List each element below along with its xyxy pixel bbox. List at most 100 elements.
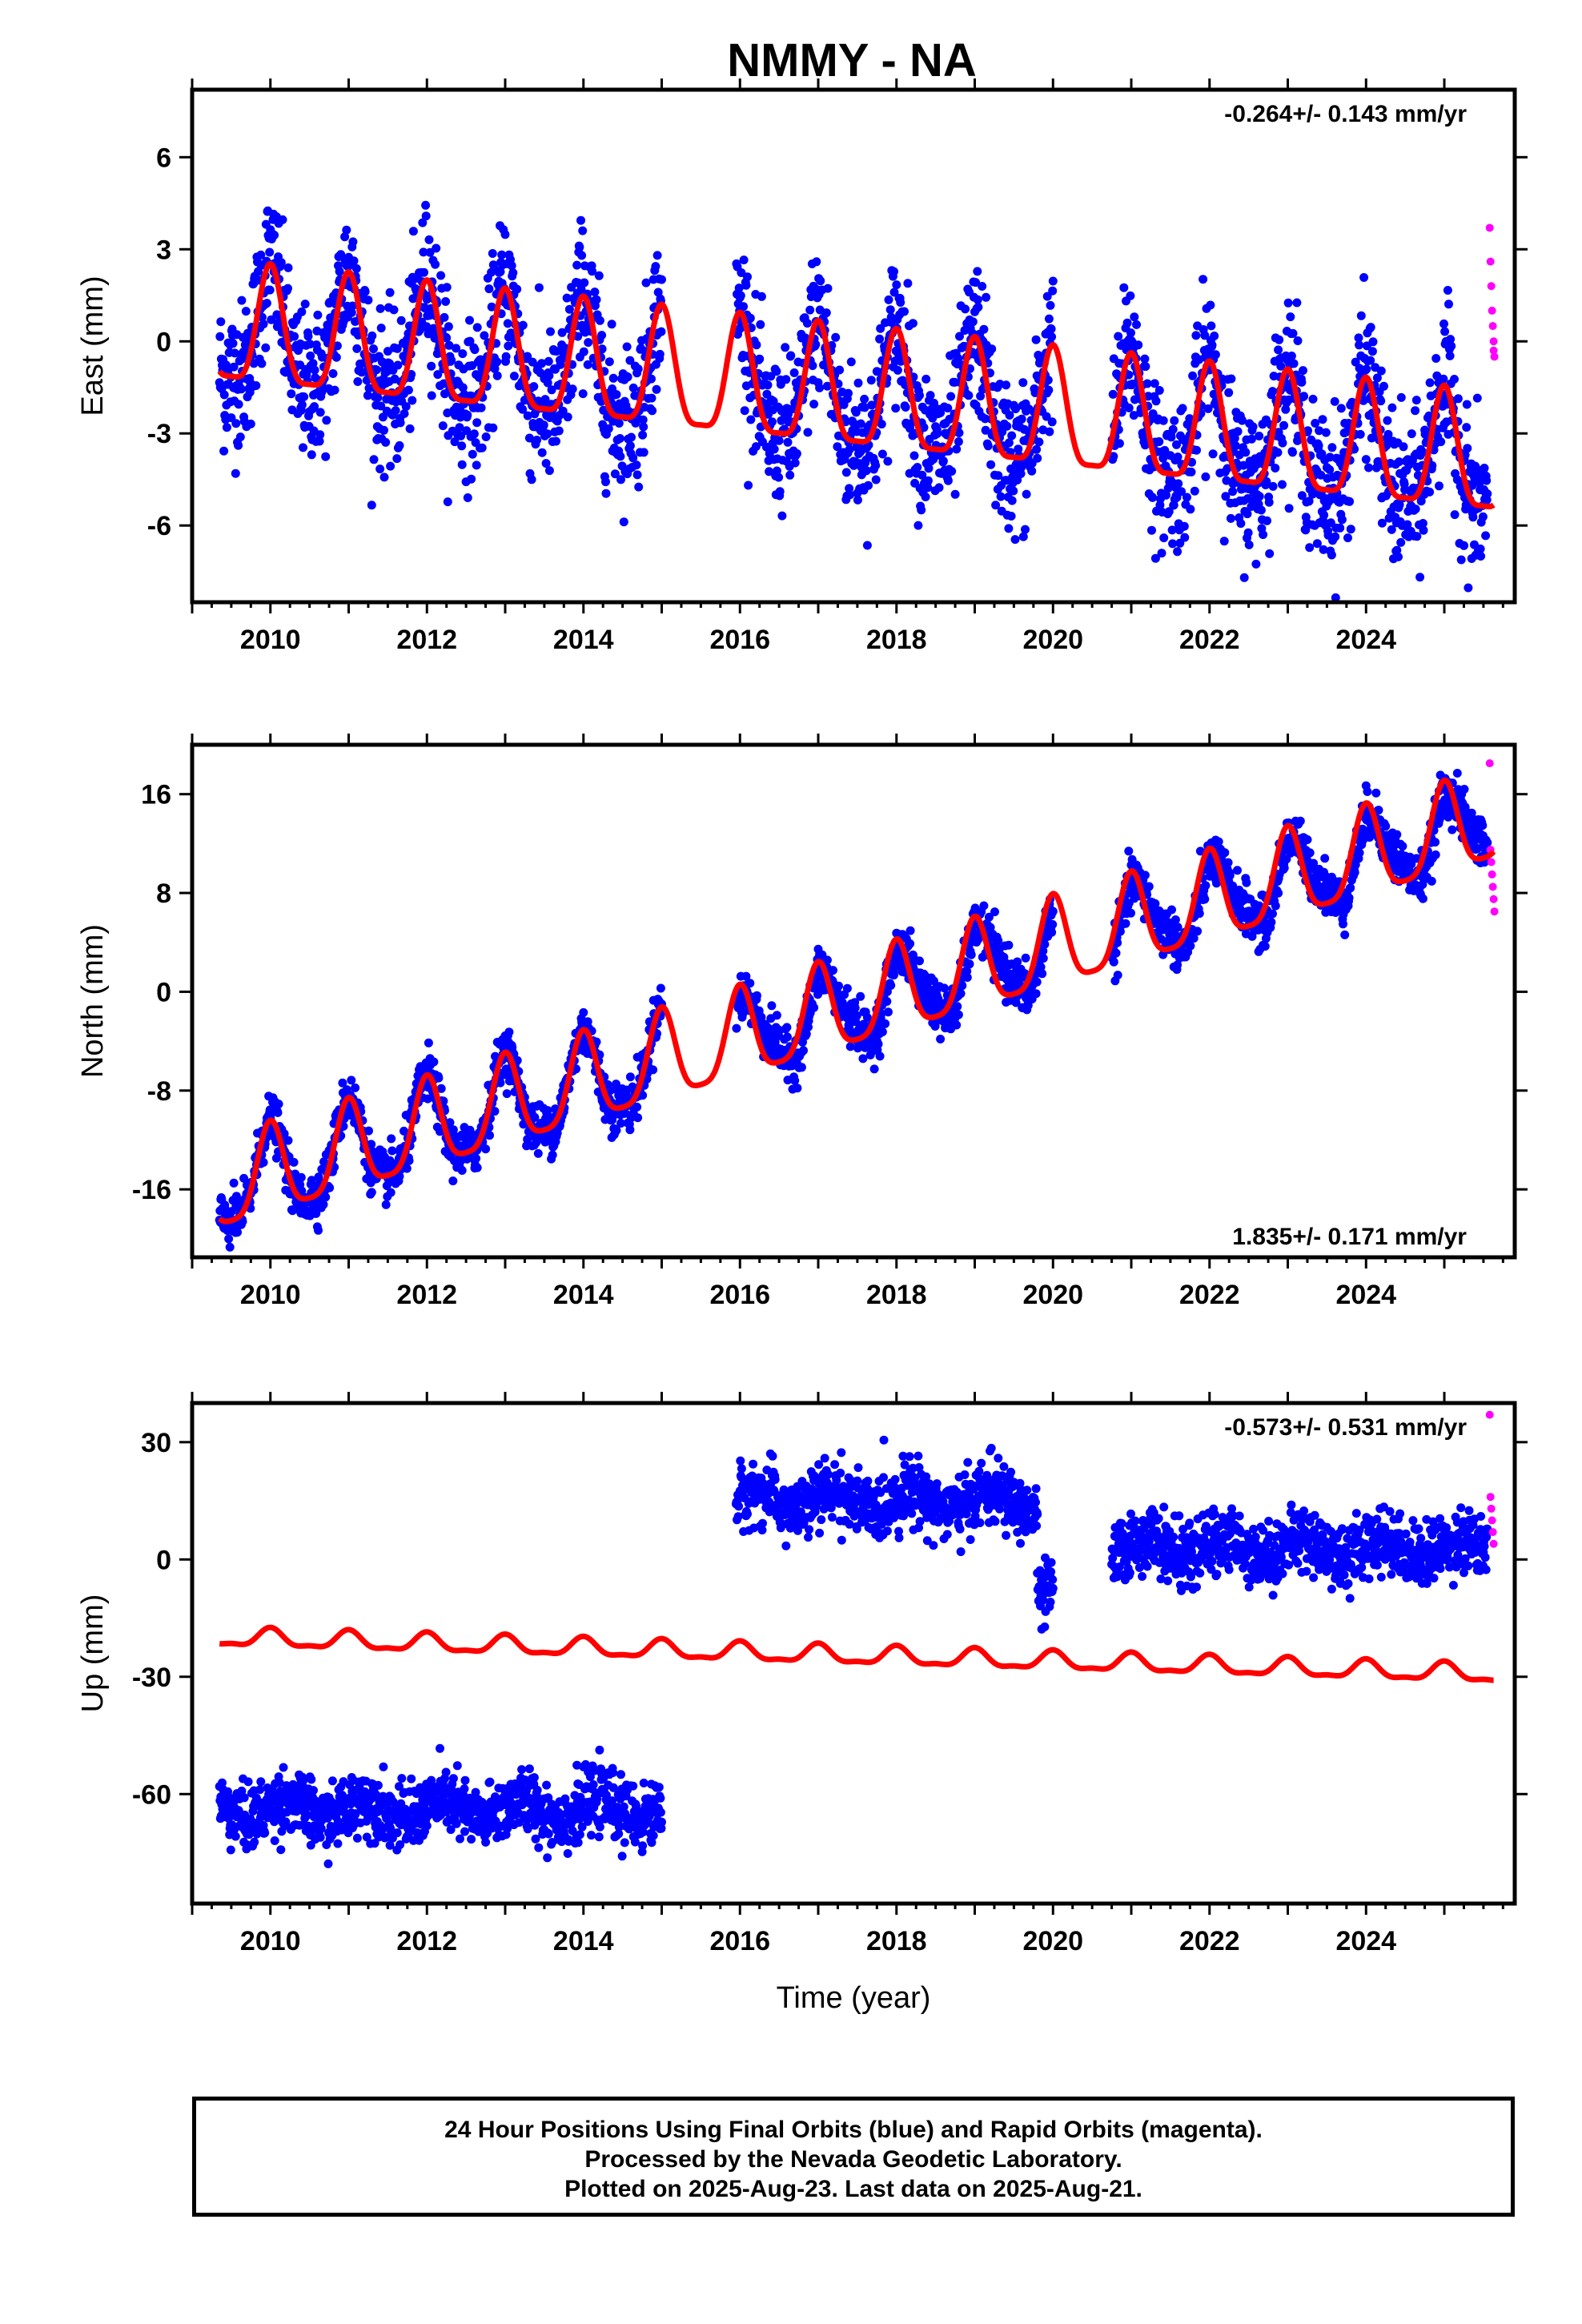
east-x-tick-label: 2010 [240, 625, 301, 655]
east-final-point [577, 251, 587, 260]
north-final-point [1201, 881, 1211, 891]
east-final-point [909, 451, 919, 460]
north-final-point [953, 1002, 962, 1011]
east-final-point [369, 344, 378, 354]
east-final-point [444, 322, 453, 332]
east-rapid-point [1489, 346, 1498, 355]
north-final-point [979, 901, 989, 911]
east-final-point [379, 472, 389, 482]
east-final-point [457, 441, 467, 451]
east-final-point [903, 279, 913, 288]
east-final-point [1289, 359, 1299, 368]
east-final-point [861, 466, 871, 476]
east-final-point [583, 360, 592, 369]
north-final-point [1242, 878, 1251, 887]
north-final-point [481, 1144, 491, 1154]
east-final-point [1366, 323, 1375, 332]
east-final-point [1046, 300, 1055, 310]
north-final-point [1144, 882, 1154, 891]
east-final-point [981, 425, 990, 435]
east-final-point [1047, 417, 1057, 427]
north-final-point [834, 981, 843, 991]
east-final-point [896, 298, 905, 308]
east-final-point [651, 262, 661, 271]
east-final-point [1268, 387, 1277, 396]
east-final-point [1463, 444, 1472, 453]
east-final-point [484, 284, 494, 294]
east-final-point [265, 247, 275, 257]
east-final-point [774, 472, 784, 482]
east-final-point [349, 256, 359, 266]
east-final-point [450, 437, 460, 447]
east-final-point [1005, 411, 1014, 420]
north-final-point [632, 1102, 642, 1112]
east-final-point [1343, 533, 1352, 543]
east-final-point [853, 378, 863, 388]
east-final-point [487, 302, 496, 312]
east-final-point [1427, 460, 1437, 470]
north-final-point [648, 1065, 658, 1075]
east-final-point [1367, 433, 1376, 443]
east-final-point [1481, 531, 1491, 541]
east-final-point [1327, 443, 1337, 452]
north-final-point [347, 1076, 356, 1085]
east-final-point [463, 410, 472, 420]
north-final-point [229, 1178, 239, 1188]
east-final-point [215, 332, 225, 341]
east-final-point [408, 396, 417, 405]
north-final-point [842, 983, 852, 993]
north-final-point [869, 1064, 879, 1074]
east-final-point [803, 428, 813, 437]
east-final-point [955, 332, 964, 341]
east-final-point [1299, 392, 1309, 401]
east-final-point [1241, 448, 1251, 457]
east-final-point [1243, 494, 1253, 503]
east-final-point [1033, 453, 1042, 463]
east-final-point [1004, 438, 1014, 448]
east-final-point [746, 415, 756, 424]
east-final-point [442, 283, 452, 292]
east-final-point [744, 480, 753, 490]
north-final-point [881, 1019, 890, 1028]
east-final-point [900, 307, 909, 316]
east-final-point [299, 392, 309, 401]
east-x-tick-label: 2020 [1022, 625, 1083, 655]
east-final-point [1395, 500, 1404, 509]
east-final-point [844, 388, 853, 398]
east-frame [190, 87, 1517, 605]
east-final-point [885, 305, 895, 315]
east-x-tick-label: 2024 [1335, 625, 1396, 655]
north-final-point [1126, 908, 1135, 918]
north-final-point [424, 1038, 433, 1047]
east-final-point [1336, 404, 1346, 413]
east-final-point [1043, 376, 1053, 385]
east-final-point [1044, 314, 1054, 324]
east-final-point [1418, 448, 1427, 456]
east-final-point [792, 449, 801, 458]
east-x-tick-label: 2014 [553, 625, 614, 655]
east-final-point [1173, 452, 1182, 462]
east-final-point [1126, 291, 1135, 300]
east-final-point [615, 434, 624, 443]
east-final-point [1236, 519, 1246, 529]
east-final-point [1335, 523, 1345, 533]
east-final-point [1239, 460, 1248, 470]
north-final-point [1048, 919, 1058, 929]
east-final-point [741, 280, 751, 290]
east-final-point [257, 359, 267, 368]
north-final-point [1320, 854, 1330, 863]
east-final-point [1359, 273, 1369, 282]
east-final-point [1192, 445, 1201, 455]
east-final-point [641, 278, 651, 287]
east-final-point [1450, 510, 1460, 520]
east-final-point [1126, 328, 1135, 338]
east-final-point [625, 441, 635, 451]
east-final-point [625, 356, 635, 365]
east-final-point [884, 295, 893, 304]
east-final-point [1011, 404, 1021, 414]
north-final-point [962, 973, 972, 982]
east-final-point [1379, 381, 1388, 391]
east-final-point [802, 319, 812, 328]
north-final-point [954, 1010, 963, 1019]
east-final-point [1480, 464, 1489, 472]
